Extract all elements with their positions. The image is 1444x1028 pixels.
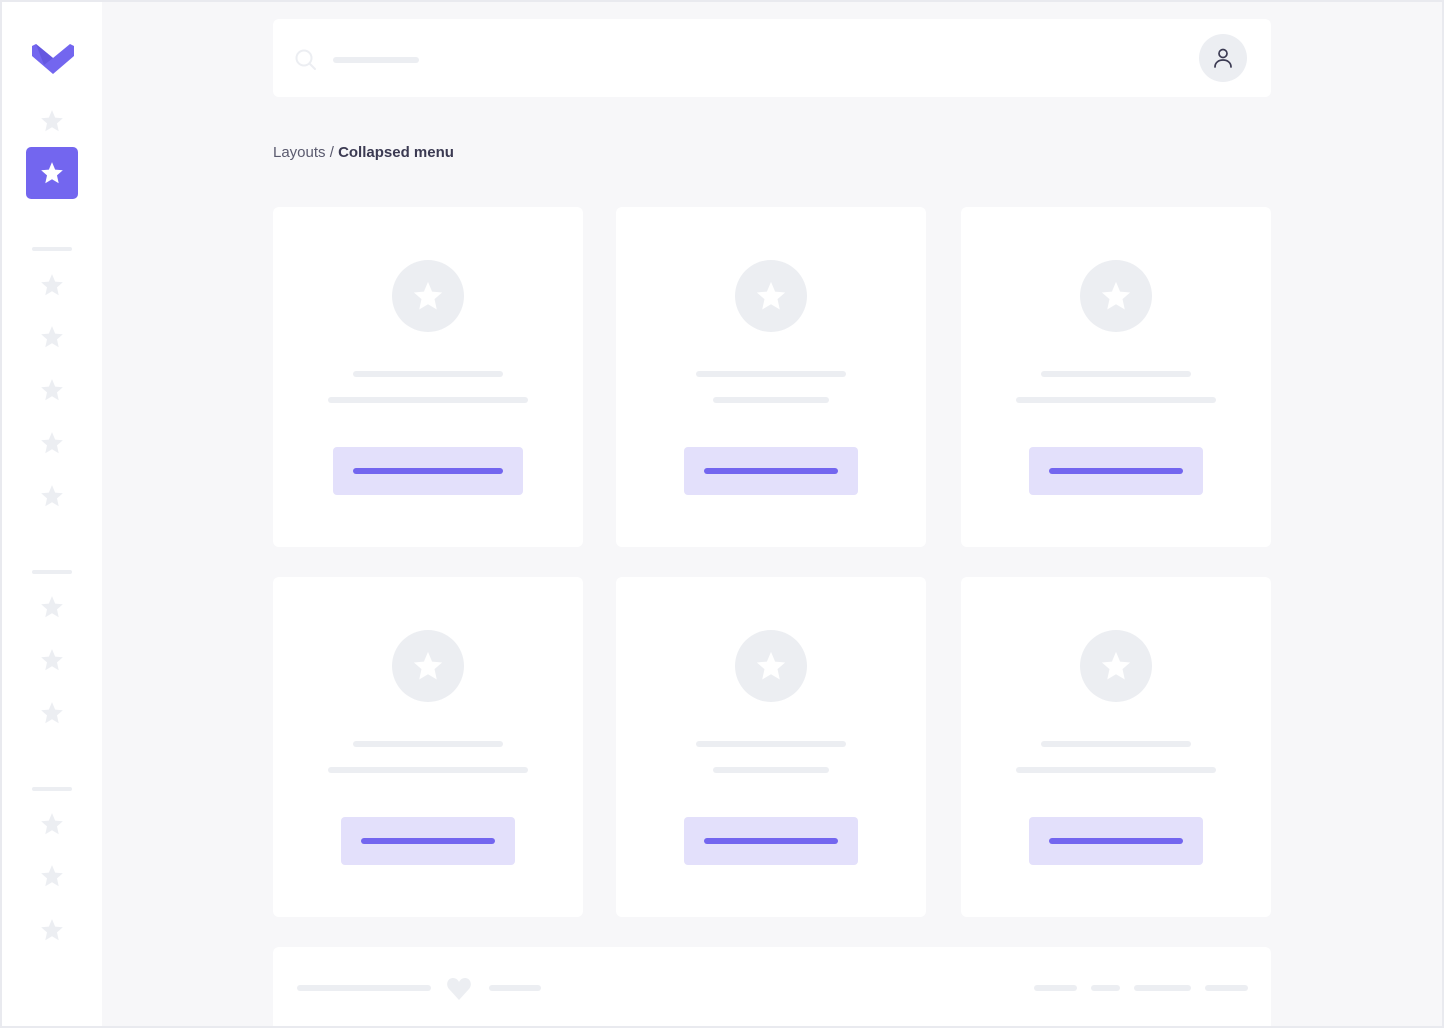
sidebar-item[interactable] — [39, 700, 65, 726]
card-image — [392, 630, 464, 702]
star-icon — [756, 651, 786, 680]
sidebar-item[interactable] — [39, 647, 65, 673]
card-button-label — [361, 838, 495, 844]
footer-link[interactable] — [1091, 985, 1120, 991]
card-image — [392, 260, 464, 332]
card-image — [1080, 630, 1152, 702]
card-text — [1016, 397, 1216, 403]
card — [961, 577, 1271, 917]
footer-link[interactable] — [1205, 985, 1248, 991]
card-button-label — [1049, 468, 1183, 474]
footer-link[interactable] — [1034, 985, 1077, 991]
star-icon — [41, 919, 63, 941]
footer-link[interactable] — [1134, 985, 1191, 991]
sidebar-divider — [32, 787, 72, 791]
star-icon — [41, 702, 63, 724]
card-title — [1041, 371, 1191, 377]
star-icon — [41, 432, 63, 454]
breadcrumb: Layouts / Collapsed menu — [273, 144, 454, 161]
card-button[interactable] — [1029, 817, 1203, 865]
card-text — [713, 397, 829, 403]
card-button-label — [1049, 838, 1183, 844]
sidebar-item[interactable] — [39, 430, 65, 456]
sidebar-item[interactable] — [39, 594, 65, 620]
sidebar-divider — [32, 247, 72, 251]
breadcrumb-parent[interactable]: Layouts — [273, 144, 326, 161]
logo-icon[interactable] — [32, 44, 74, 74]
sidebar-item[interactable] — [39, 863, 65, 889]
top-bar — [273, 19, 1271, 97]
star-icon — [41, 813, 63, 835]
card-button-label — [353, 468, 503, 474]
card — [616, 207, 926, 547]
card-text — [1016, 767, 1216, 773]
card-button[interactable] — [684, 817, 858, 865]
card-image — [735, 630, 807, 702]
star-icon — [41, 649, 63, 671]
search-input[interactable] — [333, 57, 419, 63]
sidebar — [2, 2, 102, 1026]
card-image — [735, 260, 807, 332]
card-button[interactable] — [333, 447, 523, 495]
card-title — [353, 741, 503, 747]
card — [961, 207, 1271, 547]
card-title — [353, 371, 503, 377]
card-button[interactable] — [1029, 447, 1203, 495]
sidebar-divider — [32, 570, 72, 574]
star-icon — [1101, 651, 1131, 680]
avatar[interactable] — [1199, 34, 1247, 82]
card-title — [1041, 741, 1191, 747]
footer-link[interactable] — [489, 985, 541, 991]
star-icon — [413, 281, 443, 310]
sidebar-item[interactable] — [39, 272, 65, 298]
user-icon — [1214, 48, 1232, 68]
star-icon — [756, 281, 786, 310]
card-text — [328, 397, 528, 403]
search-icon[interactable] — [295, 49, 317, 71]
card — [616, 577, 926, 917]
star-icon — [41, 110, 63, 132]
card-button-label — [704, 838, 838, 844]
star-icon — [41, 274, 63, 296]
sidebar-item[interactable] — [39, 324, 65, 350]
card-text — [328, 767, 528, 773]
card-image — [1080, 260, 1152, 332]
star-icon — [41, 379, 63, 401]
breadcrumb-current: Collapsed menu — [338, 144, 454, 161]
star-icon — [41, 485, 63, 507]
card-button[interactable] — [341, 817, 515, 865]
sidebar-item[interactable] — [39, 917, 65, 943]
star-icon — [41, 596, 63, 618]
card-title — [696, 741, 846, 747]
star-icon — [41, 326, 63, 348]
sidebar-item[interactable] — [39, 811, 65, 837]
sidebar-item[interactable] — [39, 108, 65, 134]
card-button-label — [704, 468, 838, 474]
star-icon — [41, 162, 63, 184]
star-icon — [413, 651, 443, 680]
card — [273, 577, 583, 917]
sidebar-item[interactable] — [39, 483, 65, 509]
star-icon — [41, 865, 63, 887]
card-text — [713, 767, 829, 773]
star-icon — [1101, 281, 1131, 310]
footer — [273, 947, 1271, 1026]
sidebar-item[interactable] — [39, 377, 65, 403]
heart-icon — [447, 978, 471, 1000]
card-button[interactable] — [684, 447, 858, 495]
breadcrumb-separator: / — [329, 144, 334, 161]
card — [273, 207, 583, 547]
footer-text — [297, 985, 431, 991]
sidebar-item-active[interactable] — [26, 147, 78, 199]
card-title — [696, 371, 846, 377]
